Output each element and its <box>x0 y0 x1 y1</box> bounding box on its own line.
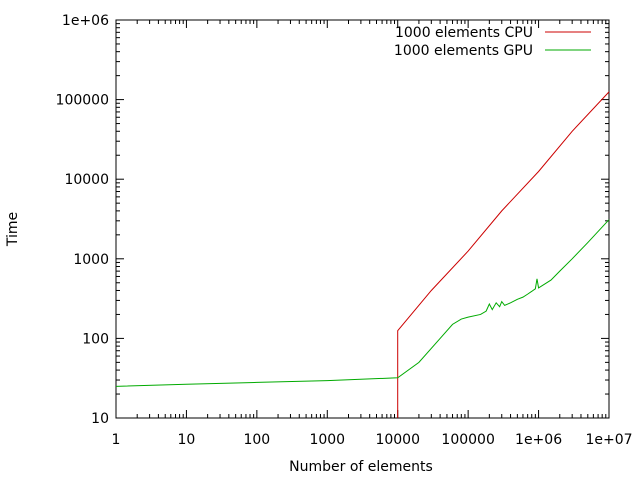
y-axis-label: Time <box>5 212 21 247</box>
y-tick-label: 1e+06 <box>62 13 109 29</box>
plot-series <box>115 91 610 418</box>
y-tick-label: 100 <box>82 331 109 347</box>
x-tick-label: 1e+07 <box>585 432 632 448</box>
plot-frame <box>115 19 610 419</box>
y-tick-label: 10 <box>91 411 109 427</box>
x-tick-label: 100 <box>243 432 270 448</box>
legend-label-gpu: 1000 elements GPU <box>394 43 533 59</box>
series-line-gpu <box>115 219 610 387</box>
x-tick-label: 10000 <box>375 432 420 448</box>
y-tick-label: 1000 <box>73 252 109 268</box>
plot-axes: 1 10 100 1000 10000 100000 1e+06 1e+07101001000… <box>56 13 633 448</box>
y-tick-label: 10000 <box>64 172 109 188</box>
x-tick-label: 10 <box>178 432 196 448</box>
y-tick-label: 100000 <box>56 93 109 109</box>
series-line-cpu <box>397 91 610 418</box>
x-tick-label: 1 <box>112 432 121 448</box>
legend-label-cpu: 1000 elements CPU <box>395 25 533 41</box>
x-tick-label: 100000 <box>441 432 494 448</box>
x-tick-label: 1e+06 <box>515 432 562 448</box>
x-axis-label: Number of elements <box>289 459 433 475</box>
legend: 1000 elements CPU 1000 elements GPU <box>394 25 591 59</box>
x-tick-label: 1000 <box>309 432 345 448</box>
